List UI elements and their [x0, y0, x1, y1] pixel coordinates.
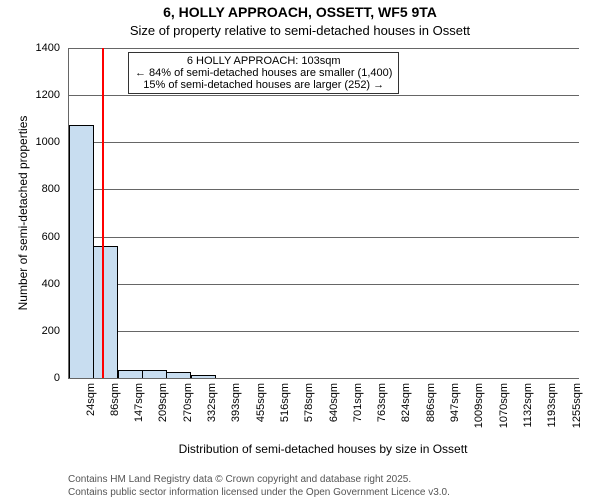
x-tick-label: 1255sqm: [571, 383, 583, 428]
x-tick-label: 886sqm: [425, 383, 437, 422]
gridline: [69, 331, 579, 332]
plot-area: [68, 48, 579, 379]
x-tick-label: 455sqm: [255, 383, 267, 422]
x-tick-label: 270sqm: [182, 383, 194, 422]
histogram-bar: [142, 370, 167, 378]
x-tick-label: 701sqm: [352, 383, 364, 422]
reference-line: [102, 48, 104, 378]
x-tick-label: 947sqm: [449, 383, 461, 422]
y-tick-label: 1400: [0, 42, 60, 54]
chart-title-line1: 6, HOLLY APPROACH, OSSETT, WF5 9TA: [0, 4, 600, 20]
histogram-bar: [69, 125, 94, 378]
y-tick-label: 800: [0, 183, 60, 195]
y-tick-label: 1200: [0, 89, 60, 101]
gridline: [69, 284, 579, 285]
x-tick-label: 763sqm: [376, 383, 388, 422]
x-tick-label: 578sqm: [303, 383, 315, 422]
y-tick-label: 400: [0, 278, 60, 290]
histogram-bar: [118, 370, 143, 378]
chart-container: 6, HOLLY APPROACH, OSSETT, WF5 9TA Size …: [0, 0, 600, 500]
gridline: [69, 189, 579, 190]
annotation-line3: 15% of semi-detached houses are larger (…: [135, 79, 392, 91]
gridline: [69, 142, 579, 143]
x-tick-label: 86sqm: [109, 383, 121, 416]
x-tick-label: 824sqm: [400, 383, 412, 422]
y-tick-label: 200: [0, 325, 60, 337]
footer-line2: Contains public sector information licen…: [68, 487, 450, 498]
histogram-bar: [93, 246, 118, 378]
x-axis-title: Distribution of semi-detached houses by …: [68, 442, 578, 456]
annotation-line1: 6 HOLLY APPROACH: 103sqm: [135, 55, 392, 67]
x-tick-label: 24sqm: [85, 383, 97, 416]
annotation-line2: ← 84% of semi-detached houses are smalle…: [135, 67, 392, 79]
x-tick-label: 332sqm: [206, 383, 218, 422]
chart-title-line2: Size of property relative to semi-detach…: [0, 23, 600, 38]
gridline: [69, 95, 579, 96]
histogram-bar: [191, 375, 216, 378]
histogram-bar: [166, 372, 191, 378]
annotation-box: 6 HOLLY APPROACH: 103sqm ← 84% of semi-d…: [128, 52, 399, 94]
y-tick-label: 600: [0, 231, 60, 243]
x-tick-label: 1132sqm: [522, 383, 534, 427]
x-tick-label: 516sqm: [279, 383, 291, 422]
x-tick-label: 147sqm: [133, 383, 145, 422]
x-tick-label: 640sqm: [328, 383, 340, 422]
x-tick-label: 1070sqm: [498, 383, 510, 428]
y-tick-label: 0: [0, 372, 60, 384]
y-tick-label: 1000: [0, 136, 60, 148]
footer-line1: Contains HM Land Registry data © Crown c…: [68, 474, 411, 485]
x-tick-label: 393sqm: [230, 383, 242, 422]
gridline: [69, 237, 579, 238]
x-tick-label: 1193sqm: [546, 383, 558, 427]
x-tick-label: 209sqm: [157, 383, 169, 422]
gridline: [69, 48, 579, 49]
x-tick-label: 1009sqm: [473, 383, 485, 428]
